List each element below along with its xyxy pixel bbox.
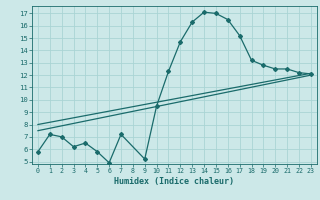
X-axis label: Humidex (Indice chaleur): Humidex (Indice chaleur) bbox=[115, 177, 234, 186]
